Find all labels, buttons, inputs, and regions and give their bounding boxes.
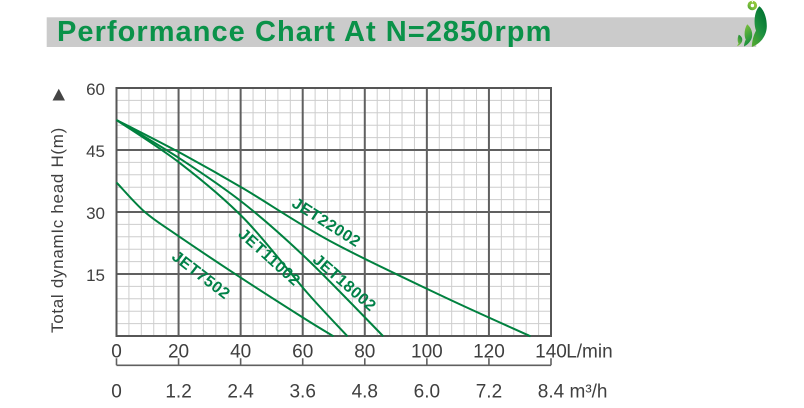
svg-text:2.4: 2.4 — [227, 382, 254, 403]
svg-text:1.2: 1.2 — [165, 382, 191, 403]
svg-text:45: 45 — [86, 142, 105, 161]
svg-text:L/min: L/min — [566, 341, 612, 362]
svg-text:Performance Chart At N=2850rpm: Performance Chart At N=2850rpm — [57, 16, 552, 48]
svg-text:60: 60 — [86, 80, 105, 99]
svg-text:4.8: 4.8 — [352, 382, 378, 403]
svg-text:7.2: 7.2 — [476, 382, 502, 403]
svg-text:15: 15 — [86, 266, 105, 285]
svg-text:30: 30 — [86, 204, 105, 223]
svg-text:20: 20 — [168, 341, 189, 362]
svg-text:100: 100 — [411, 341, 443, 362]
svg-text:120: 120 — [473, 341, 505, 362]
svg-text:60: 60 — [292, 341, 313, 362]
svg-text:140: 140 — [535, 341, 567, 362]
svg-text:0: 0 — [111, 341, 122, 362]
svg-text:40: 40 — [230, 341, 251, 362]
svg-text:Total dynamIc head H(m): Total dynamIc head H(m) — [48, 127, 67, 333]
svg-text:3.6: 3.6 — [289, 382, 315, 403]
svg-text:6.0: 6.0 — [414, 382, 440, 403]
svg-text:0: 0 — [111, 382, 122, 403]
svg-text:m³/h: m³/h — [570, 382, 608, 403]
svg-text:8.4: 8.4 — [538, 382, 565, 403]
svg-text:80: 80 — [354, 341, 375, 362]
